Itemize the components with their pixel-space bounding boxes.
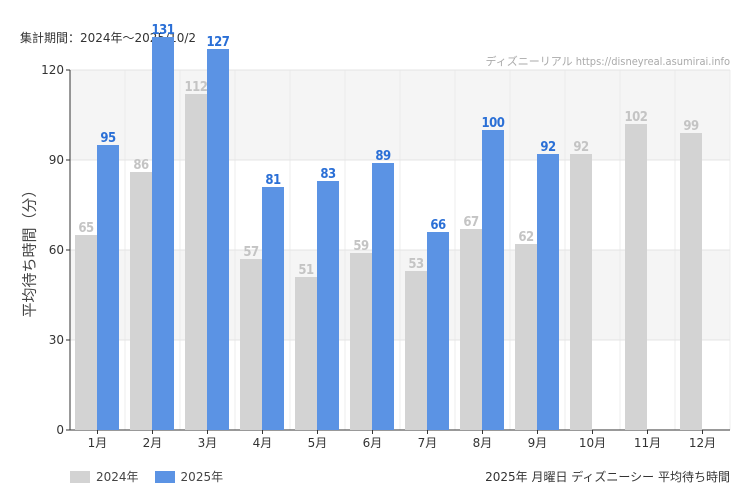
x-tick-label: 6月 xyxy=(363,436,383,450)
x-tick-label: 2月 xyxy=(143,436,163,450)
legend-item-2025[interactable]: 2025年 xyxy=(154,468,224,485)
data-label-2025: 100 xyxy=(482,116,505,131)
legend-item-2024[interactable]: 2024年 xyxy=(70,468,139,485)
bar-2024 xyxy=(625,124,647,430)
bar-2025 xyxy=(207,49,229,430)
data-label-2024: 62 xyxy=(518,230,534,245)
x-tick-label: 4月 xyxy=(253,436,273,450)
data-label-2024: 51 xyxy=(298,263,314,278)
chart-footer-title: 2025年 月曜日 ディズニーシー 平均待ち時間 xyxy=(485,470,730,484)
bar-2024 xyxy=(240,259,262,430)
y-tick-label: 120 xyxy=(41,63,64,77)
y-tick-label: 60 xyxy=(49,243,64,257)
x-tick-label: 3月 xyxy=(198,436,218,450)
x-tick-label: 8月 xyxy=(473,436,493,450)
bar-2025 xyxy=(317,181,339,430)
data-label-2025: 89 xyxy=(375,149,391,164)
legend-swatch-2024 xyxy=(70,470,90,483)
data-label-2024: 86 xyxy=(133,158,149,173)
bar-2024 xyxy=(130,172,152,430)
bar-2024 xyxy=(515,244,537,430)
legend: 2024年 2025年 xyxy=(70,468,239,485)
legend-swatch-2025 xyxy=(154,470,175,483)
data-label-2025: 95 xyxy=(100,131,116,146)
bar-2024 xyxy=(460,229,482,430)
bar-2024 xyxy=(75,235,97,430)
data-label-2024: 112 xyxy=(185,80,208,95)
x-tick-label: 1月 xyxy=(88,436,108,450)
y-tick-label: 90 xyxy=(49,153,64,167)
bar-2024 xyxy=(350,253,372,430)
bar-2025 xyxy=(427,232,449,430)
data-label-2024: 65 xyxy=(78,221,94,236)
data-label-2024: 92 xyxy=(573,140,589,155)
bar-2025 xyxy=(152,37,174,430)
legend-label-2024: 2024年 xyxy=(96,470,139,484)
credit-label: ディズニーリアル https://disneyreal.asumirai.inf… xyxy=(485,55,730,68)
data-label-2025: 131 xyxy=(152,23,175,38)
data-label-2025: 83 xyxy=(320,167,336,182)
bar-2024 xyxy=(680,133,702,430)
data-label-2024: 59 xyxy=(353,239,369,254)
bar-2024 xyxy=(405,271,427,430)
bar-2025 xyxy=(372,163,394,430)
x-tick-label: 9月 xyxy=(528,436,548,450)
data-label-2024: 67 xyxy=(463,215,479,230)
data-label-2025: 92 xyxy=(540,140,556,155)
bar-2025 xyxy=(97,145,119,430)
x-tick-label: 10月 xyxy=(579,436,606,450)
data-label-2024: 53 xyxy=(408,257,424,272)
bar-2024 xyxy=(295,277,317,430)
data-label-2024: 99 xyxy=(683,119,699,134)
data-label-2025: 127 xyxy=(207,35,230,50)
y-tick-label: 0 xyxy=(56,423,64,437)
y-tick-label: 30 xyxy=(49,333,64,347)
legend-label-2025: 2025年 xyxy=(180,470,224,484)
data-label-2025: 66 xyxy=(430,218,446,233)
bar-2024 xyxy=(185,94,207,430)
x-tick-label: 11月 xyxy=(634,436,661,450)
bar-2025 xyxy=(262,187,284,430)
data-label-2024: 102 xyxy=(625,110,648,125)
data-label-2025: 81 xyxy=(265,173,281,188)
x-tick-label: 7月 xyxy=(418,436,438,450)
bar-2025 xyxy=(482,130,504,430)
data-label-2024: 57 xyxy=(243,245,259,260)
bar-2025 xyxy=(537,154,559,430)
x-tick-label: 5月 xyxy=(308,436,328,450)
bar-2024 xyxy=(570,154,592,430)
x-tick-label: 12月 xyxy=(689,436,716,450)
